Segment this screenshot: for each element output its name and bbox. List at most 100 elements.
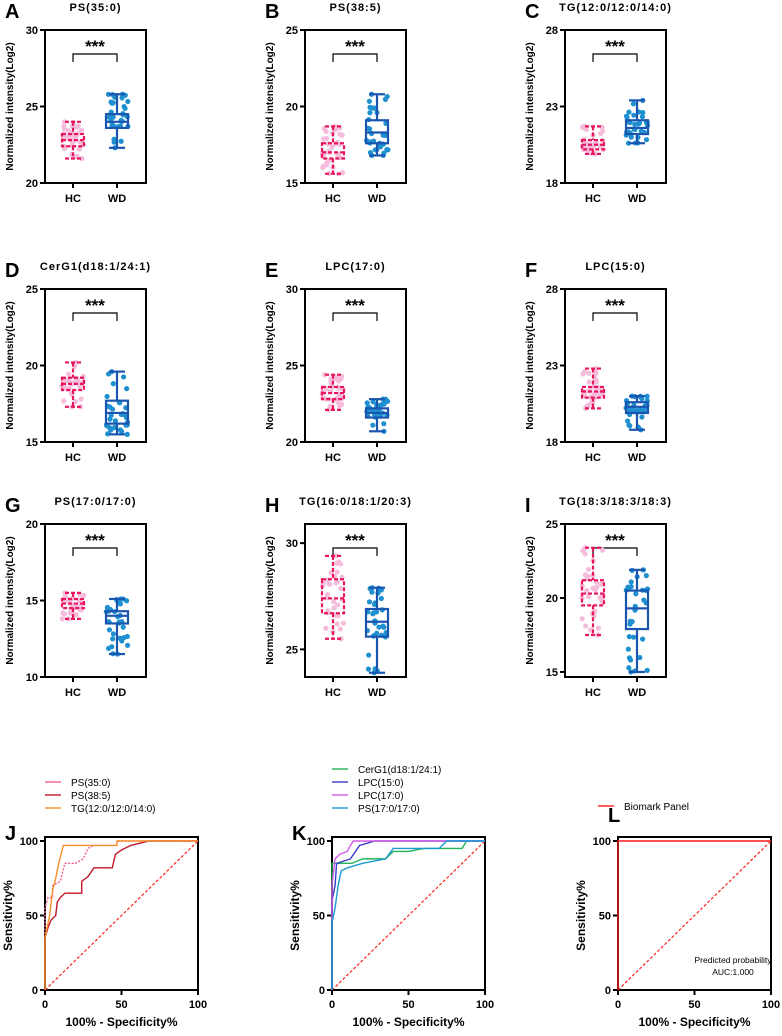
y-tick-label: 15 <box>286 178 298 190</box>
panel-title: TG(12:0/12:0/14:0) <box>559 2 672 14</box>
box-hc <box>580 365 606 411</box>
box-iqr <box>320 578 346 615</box>
panel-letter: H <box>265 495 279 517</box>
x-tick-label: WD <box>108 687 126 699</box>
x-tick-label: HC <box>325 193 341 205</box>
data-point <box>120 374 127 380</box>
legend-label: PS(35:0) <box>71 778 110 789</box>
y-tick-label: 23 <box>546 361 558 373</box>
data-point <box>110 636 116 642</box>
data-point <box>105 91 112 97</box>
data-point <box>595 625 601 631</box>
data-point <box>385 147 391 153</box>
box-iqr <box>624 589 650 631</box>
data-point <box>373 609 380 615</box>
data-point <box>367 104 373 110</box>
x-tick-label: 0 <box>329 999 335 1011</box>
panel-letter: A <box>5 1 19 23</box>
y-tick-label: 50 <box>313 911 325 923</box>
panel-title: TG(16:0/18:1/20:3) <box>299 496 412 508</box>
box-iqr <box>104 610 130 625</box>
reference-diagonal <box>331 840 486 991</box>
data-point <box>586 402 592 408</box>
data-point <box>111 136 117 142</box>
data-point <box>322 372 328 378</box>
data-point <box>639 114 646 120</box>
y-axis-label: Normalized intensity(Log2) <box>265 536 276 664</box>
panel-title: LPC(15:0) <box>585 261 645 273</box>
data-point <box>124 386 130 392</box>
data-point <box>335 399 341 405</box>
data-point <box>626 665 632 671</box>
data-point <box>630 101 637 107</box>
data-point <box>72 135 78 141</box>
y-tick-label: 25 <box>286 361 298 373</box>
data-point <box>338 636 344 642</box>
data-point <box>376 624 382 630</box>
auc-annotation: AUC:1.000 <box>712 967 754 977</box>
y-tick-label: 25 <box>286 644 298 656</box>
data-point <box>370 422 376 428</box>
data-point <box>336 559 342 565</box>
data-point <box>370 399 376 405</box>
y-axis-label: Normalized intensity(Log2) <box>525 42 536 170</box>
data-point <box>640 109 646 116</box>
y-axis-label: Normalized intensity(Log2) <box>5 42 16 170</box>
y-tick-label: 18 <box>546 437 558 449</box>
data-point <box>367 126 373 132</box>
boxplot-panel-G: G PS(17:0/17:0) Normalized intensity(Log2)… <box>5 495 147 699</box>
panel-letter: B <box>265 1 279 23</box>
legend-label: Biomark Panel <box>624 802 689 813</box>
data-point <box>335 613 341 619</box>
y-axis-label: Sensitivity% <box>288 880 302 951</box>
x-tick-label: HC <box>585 452 601 464</box>
panel-letter: G <box>5 495 21 517</box>
boxplot-panel-I: I TG(18:3/18:3/18:3) Normalized intensity(… <box>525 495 671 699</box>
reference-diagonal <box>44 840 199 991</box>
data-point <box>366 652 372 658</box>
x-tick-label: WD <box>628 687 646 699</box>
roc-panel-L: L 0 50 100 0 50 100 100% - Specificity% Sensitiv… <box>574 802 780 1029</box>
y-axis-label: Normalized intensity(Log2) <box>525 301 536 429</box>
data-point <box>112 418 119 424</box>
data-point <box>118 138 124 144</box>
x-tick-label: WD <box>108 193 126 205</box>
x-tick-label: WD <box>628 452 646 464</box>
boxplot-panel-D: D CerG1(d18:1/24:1) Normalized intensity(L… <box>5 260 150 464</box>
data-point <box>643 137 650 143</box>
roc-panel-J: J 0 50 100 0 50 100 100% - Specificity% Sensitiv… <box>1 778 207 1029</box>
data-point <box>626 655 633 661</box>
data-point <box>633 591 639 597</box>
significance-label: *** <box>345 37 365 56</box>
data-point <box>583 623 589 629</box>
data-point <box>72 398 79 405</box>
data-point <box>108 412 114 418</box>
data-point <box>321 136 327 142</box>
significance-label: *** <box>85 296 105 315</box>
data-point <box>324 591 331 598</box>
data-point <box>59 383 65 390</box>
data-point <box>120 624 126 630</box>
box-wd <box>103 369 131 437</box>
y-tick-label: 20 <box>286 102 298 114</box>
data-point <box>106 627 113 633</box>
data-point <box>334 621 340 627</box>
x-tick-label: 100 <box>189 999 207 1011</box>
data-point <box>626 109 632 115</box>
data-point <box>59 616 65 622</box>
data-point <box>580 548 586 554</box>
data-point <box>600 128 606 134</box>
reference-diagonal <box>617 840 772 991</box>
data-point <box>624 114 630 120</box>
data-point <box>594 584 600 590</box>
box-hc <box>319 372 346 413</box>
y-axis-label: Normalized intensity(Log2) <box>265 42 276 170</box>
data-point <box>108 427 114 433</box>
x-tick-label: 50 <box>688 999 700 1011</box>
data-point <box>628 134 634 140</box>
data-point <box>625 646 631 652</box>
x-tick-label: HC <box>65 687 81 699</box>
data-point <box>380 623 386 629</box>
significance-bracket <box>332 547 378 556</box>
data-point <box>338 585 344 591</box>
